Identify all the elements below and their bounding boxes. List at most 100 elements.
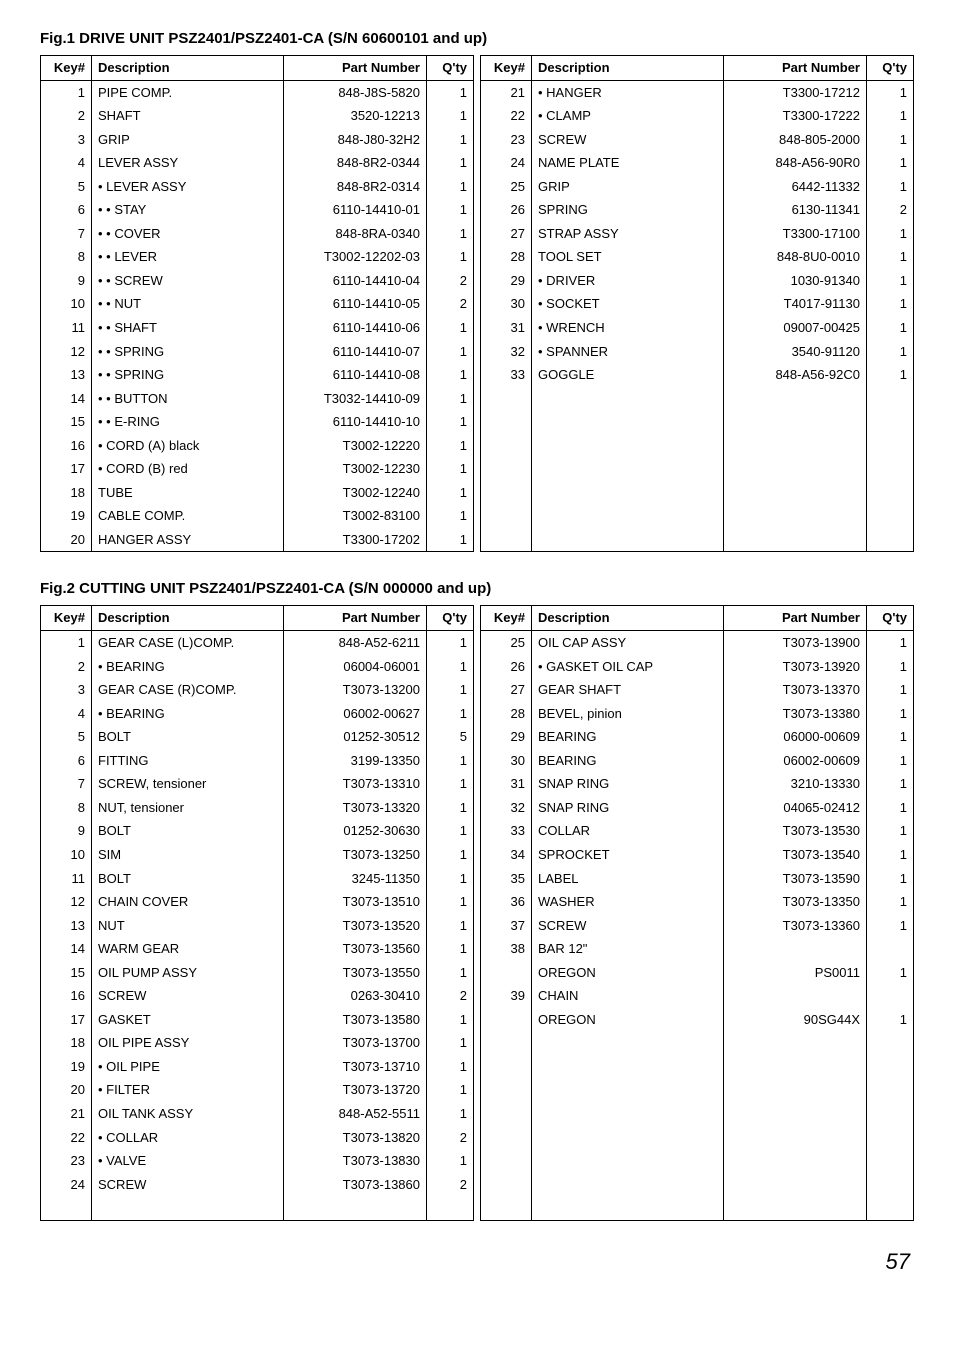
table-row-empty: [481, 410, 914, 434]
cell-part: 90SG44X: [724, 1008, 867, 1032]
cell-desc: • CLAMP: [532, 104, 724, 128]
table-row: 4• BEARING06002-006271: [41, 702, 474, 726]
cell-part: T3073-13720: [284, 1078, 427, 1102]
cell-part: T3073-13700: [284, 1031, 427, 1055]
table-row-empty: [481, 1126, 914, 1150]
cell-qty: 1: [427, 655, 474, 679]
cell-desc: CHAIN: [532, 984, 724, 1008]
cell-key: 17: [41, 1008, 92, 1032]
cell-desc: OIL PIPE ASSY: [92, 1031, 284, 1055]
cell-key: 9: [41, 269, 92, 293]
cell-part: T3073-13380: [724, 702, 867, 726]
cell-qty: [867, 984, 914, 1008]
cell-desc: WARM GEAR: [92, 937, 284, 961]
cell-qty: 1: [427, 961, 474, 985]
cell-desc: LEVER ASSY: [92, 151, 284, 175]
cell-desc: • LEVER ASSY: [92, 175, 284, 199]
cell-part: 848-J80-32H2: [284, 128, 427, 152]
cell-desc: STRAP ASSY: [532, 222, 724, 246]
table-row: 9BOLT01252-306301: [41, 819, 474, 843]
cell-desc: HANGER ASSY: [92, 528, 284, 552]
cell-desc: COLLAR: [532, 819, 724, 843]
table-row: 37SCREWT3073-133601: [481, 914, 914, 938]
cell-desc: • OIL PIPE: [92, 1055, 284, 1079]
cell-desc: BEVEL, pinion: [532, 702, 724, 726]
table-row: 18TUBET3002-122401: [41, 481, 474, 505]
cell-qty: 1: [867, 914, 914, 938]
cell-key: 3: [41, 128, 92, 152]
cell-part: T3073-13310: [284, 772, 427, 796]
cell-key: 37: [481, 914, 532, 938]
cell-key: 31: [481, 772, 532, 796]
cell-part: T3073-13590: [724, 867, 867, 891]
table-row: 30BEARING06002-006091: [481, 749, 914, 773]
table-row: 33COLLART3073-135301: [481, 819, 914, 843]
cell-qty: 1: [427, 702, 474, 726]
cell-qty: 1: [427, 434, 474, 458]
cell-part: 848-8R2-0314: [284, 175, 427, 199]
cell-desc: SPROCKET: [532, 843, 724, 867]
fig1-left-table: Key# Description Part Number Q'ty 1PIPE …: [40, 55, 474, 552]
cell-part: 848-805-2000: [724, 128, 867, 152]
cell-desc: • • SHAFT: [92, 316, 284, 340]
cell-desc: • WRENCH: [532, 316, 724, 340]
cell-key: 23: [41, 1149, 92, 1173]
cell-part: T3073-13360: [724, 914, 867, 938]
cell-part: T3073-13580: [284, 1008, 427, 1032]
fig1-table-pair: Key# Description Part Number Q'ty 1PIPE …: [40, 55, 914, 552]
cell-part: T3300-17100: [724, 222, 867, 246]
cell-qty: 1: [867, 796, 914, 820]
table-row: 17GASKETT3073-135801: [41, 1008, 474, 1032]
cell-key: 29: [481, 725, 532, 749]
cell-qty: 1: [427, 504, 474, 528]
cell-desc: BOLT: [92, 725, 284, 749]
cell-qty: 1: [427, 819, 474, 843]
cell-desc: GASKET: [92, 1008, 284, 1032]
cell-key: 26: [481, 198, 532, 222]
cell-desc: • • LEVER: [92, 245, 284, 269]
cell-desc: NUT: [92, 914, 284, 938]
cell-desc: NUT, tensioner: [92, 796, 284, 820]
table-row: 20HANGER ASSYT3300-172021: [41, 528, 474, 552]
cell-desc: BOLT: [92, 819, 284, 843]
table-row: 22• CLAMPT3300-172221: [481, 104, 914, 128]
cell-key: 11: [41, 316, 92, 340]
table-row: 31SNAP RING3210-133301: [481, 772, 914, 796]
fig1-left-body: 1PIPE COMP.848-J8S-582012SHAFT3520-12213…: [41, 80, 474, 552]
table-row: 24SCREWT3073-138602: [41, 1173, 474, 1197]
cell-key: [481, 1008, 532, 1032]
cell-part: 848-A56-90R0: [724, 151, 867, 175]
table-row: 2SHAFT3520-122131: [41, 104, 474, 128]
cell-key: 15: [41, 410, 92, 434]
cell-desc: SNAP RING: [532, 772, 724, 796]
cell-part: 04065-02412: [724, 796, 867, 820]
cell-key: 24: [481, 151, 532, 175]
cell-qty: 1: [867, 867, 914, 891]
cell-part: T3073-13370: [724, 678, 867, 702]
table-row: 5• LEVER ASSY848-8R2-03141: [41, 175, 474, 199]
cell-key: 27: [481, 678, 532, 702]
cell-part: [724, 984, 867, 1008]
table-row-empty: [481, 1196, 914, 1220]
table-row: 26• GASKET OIL CAPT3073-139201: [481, 655, 914, 679]
cell-desc: • DRIVER: [532, 269, 724, 293]
table-row: 31• WRENCH09007-004251: [481, 316, 914, 340]
table-row: 29BEARING06000-006091: [481, 725, 914, 749]
cell-part: [724, 937, 867, 961]
cell-desc: • • STAY: [92, 198, 284, 222]
cell-desc: • SOCKET: [532, 292, 724, 316]
cell-part: T3073-13350: [724, 890, 867, 914]
cell-desc: • • BUTTON: [92, 387, 284, 411]
table-row: 39CHAIN: [481, 984, 914, 1008]
table-row: 6• • STAY6110-14410-011: [41, 198, 474, 222]
table-row: 28BEVEL, pinionT3073-133801: [481, 702, 914, 726]
cell-qty: 1: [427, 796, 474, 820]
cell-qty: 1: [867, 678, 914, 702]
cell-qty: 2: [427, 269, 474, 293]
cell-part: 6442-11332: [724, 175, 867, 199]
table-row: 29• DRIVER1030-913401: [481, 269, 914, 293]
cell-key: 22: [481, 104, 532, 128]
cell-qty: 1: [867, 819, 914, 843]
cell-part: 848-A52-5511: [284, 1102, 427, 1126]
cell-key: 22: [41, 1126, 92, 1150]
